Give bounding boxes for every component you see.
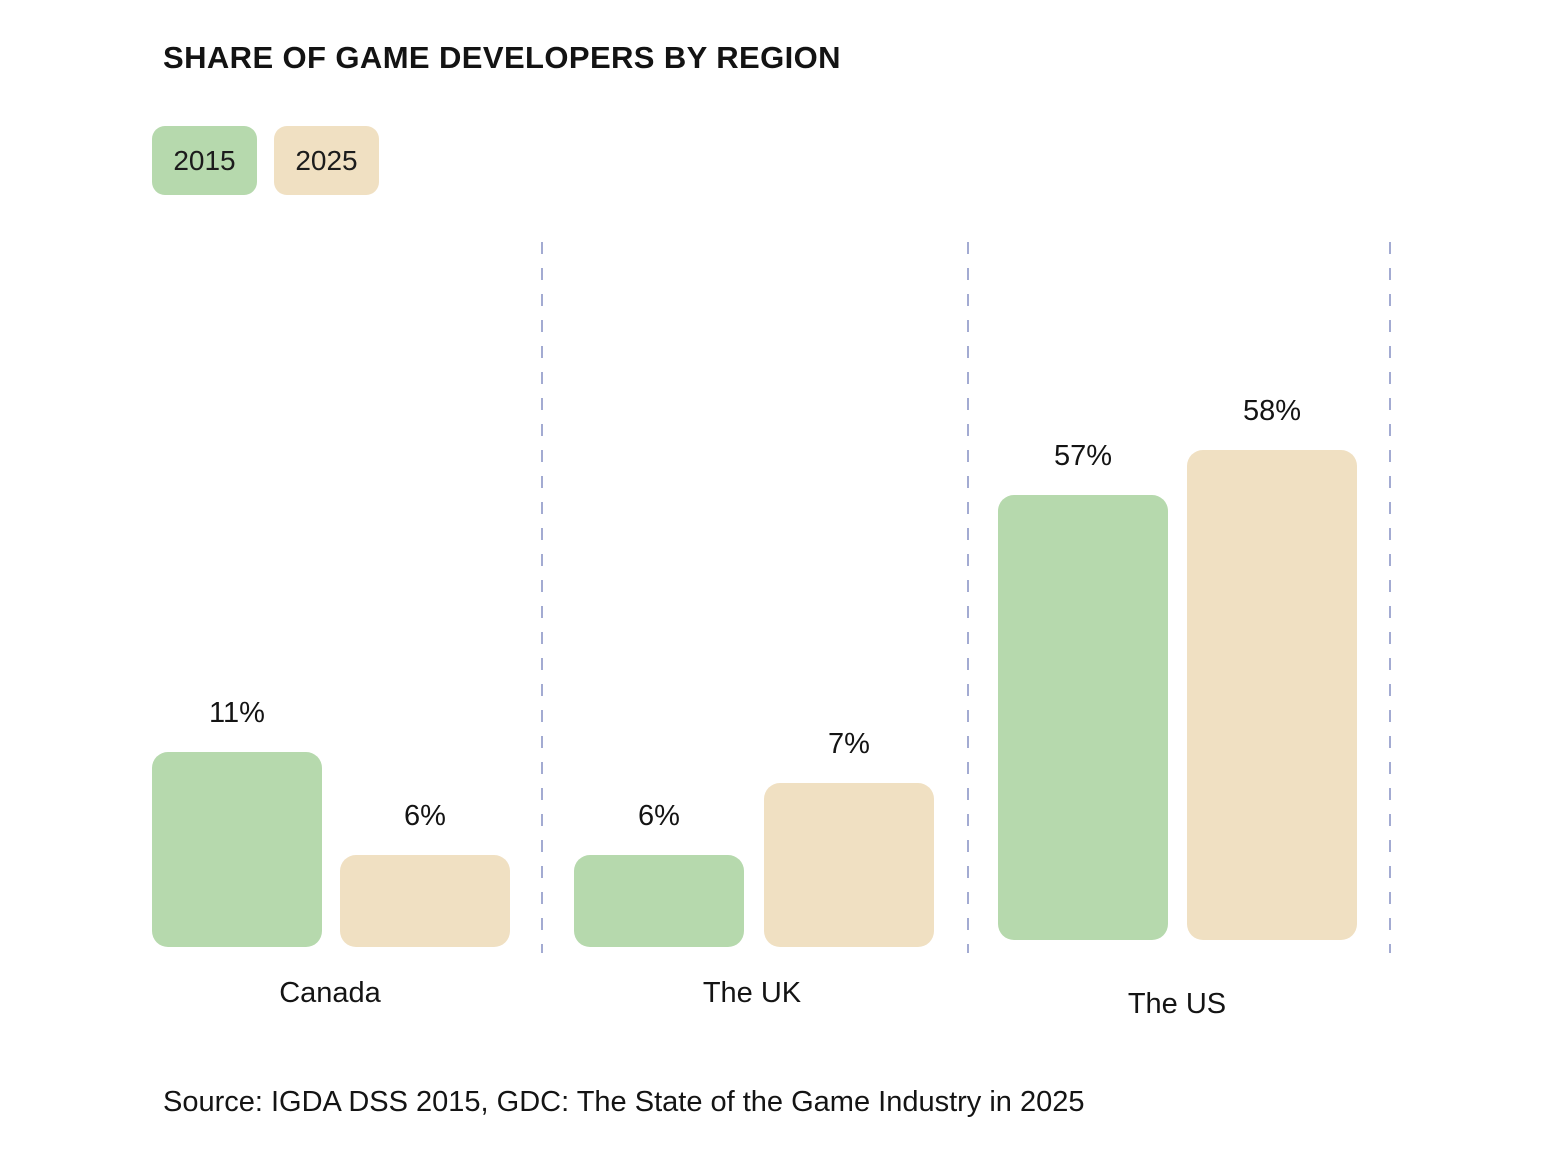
bar-2015-the-us xyxy=(998,495,1168,940)
value-label-2015-canada: 11% xyxy=(209,697,265,729)
chart-title: SHARE OF GAME DEVELOPERS BY REGION xyxy=(163,40,841,75)
divider-line-3 xyxy=(1389,242,1391,953)
legend-chip-2015: 2015 xyxy=(152,126,257,195)
category-label-the-uk: The UK xyxy=(702,977,802,1009)
legend: 2015 2025 xyxy=(152,126,379,195)
divider-line-1 xyxy=(541,242,543,953)
bar-2025-the-uk xyxy=(764,783,934,947)
value-label-2015-the-uk: 6% xyxy=(638,800,680,832)
bar-2025-the-us xyxy=(1187,450,1357,940)
source-note: Source: IGDA DSS 2015, GDC: The State of… xyxy=(163,1086,1085,1118)
legend-chip-2025: 2025 xyxy=(274,126,379,195)
category-label-the-us: The US xyxy=(1127,988,1227,1020)
bar-2025-canada xyxy=(340,855,510,947)
divider-line-2 xyxy=(967,242,969,953)
value-label-2025-the-us: 58% xyxy=(1242,395,1302,427)
value-label-2025-canada: 6% xyxy=(404,800,446,832)
category-label-canada: Canada xyxy=(279,977,381,1009)
bar-2015-the-uk xyxy=(574,855,744,947)
value-label-2025-the-uk: 7% xyxy=(828,728,870,760)
value-label-2015-the-us: 57% xyxy=(1053,440,1113,472)
bar-2015-canada xyxy=(152,752,322,947)
